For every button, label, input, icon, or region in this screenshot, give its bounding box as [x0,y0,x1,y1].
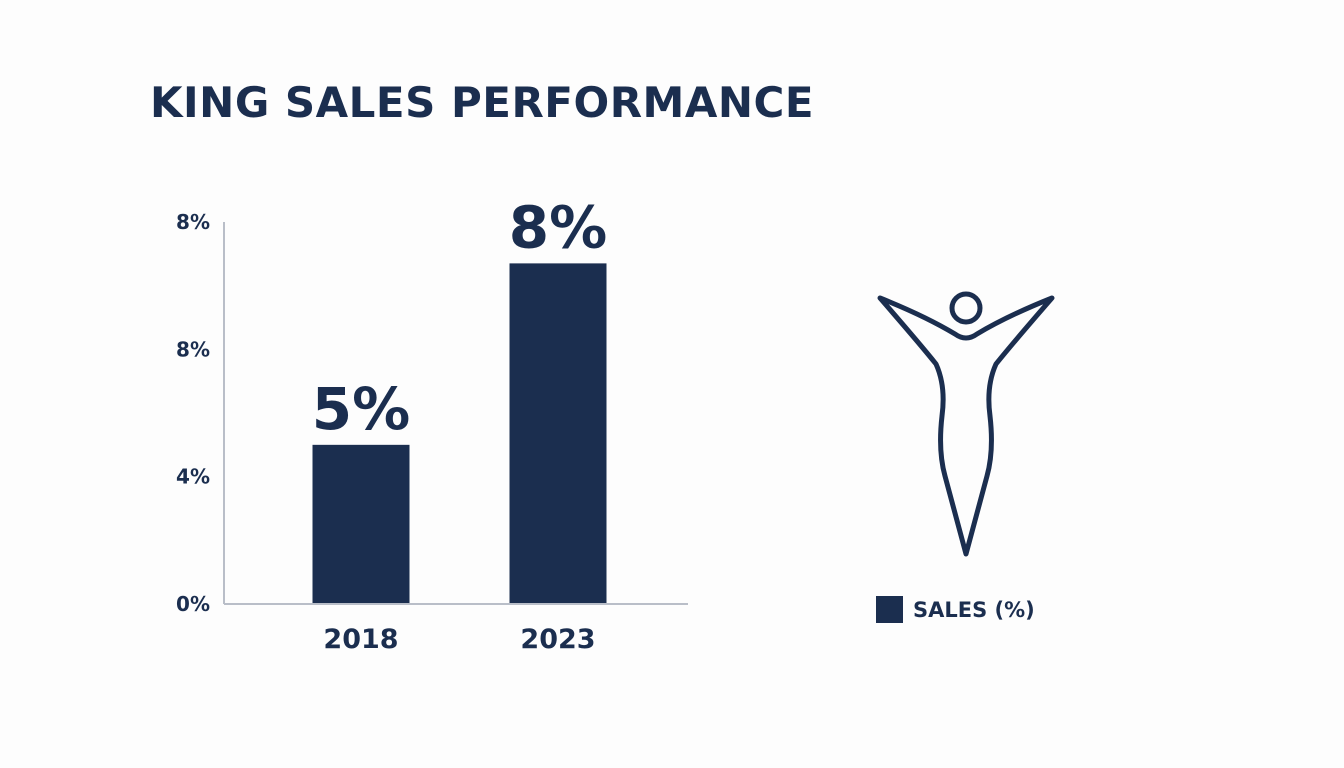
y-tick-label: 0% [176,592,210,616]
bar [312,444,410,604]
person-raised-arms-icon [877,291,1055,557]
legend: SALES (%) [876,596,1035,623]
bars: 5% 8% [312,193,607,604]
x-axis: 2018 2023 [224,603,688,655]
y-tick-label: 8% [176,337,210,361]
bar [509,263,607,604]
x-tick-label: 2023 [520,624,595,655]
legend-label: SALES (%) [913,597,1035,622]
legend-swatch [876,596,903,623]
data-label: 8% [509,193,607,261]
chart-title: KING SALES PERFORMANCE [150,78,815,127]
y-axis: 0% 4% 8% 8% [176,210,225,616]
y-tick-label: 4% [176,465,210,489]
data-label: 5% [312,375,410,443]
y-tick-label: 8% [176,210,210,234]
x-tick-label: 2018 [323,624,398,655]
